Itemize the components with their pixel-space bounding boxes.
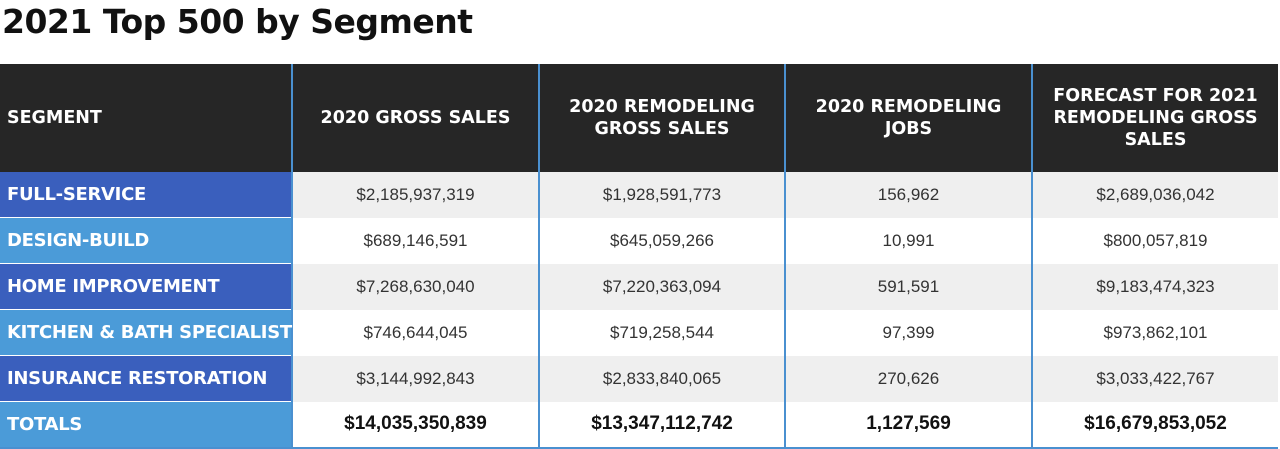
forecast-cell: $9,183,474,323 <box>1031 263 1278 310</box>
header-row: SEGMENT 2020 GROSS SALES 2020 REMODELING… <box>0 64 1278 172</box>
segment-label: INSURANCE RESTORATION <box>0 355 292 402</box>
header-segment: SEGMENT <box>0 64 292 172</box>
table-row: INSURANCE RESTORATION $3,144,992,843 $2,… <box>0 355 1278 402</box>
gross-sales-cell: $2,185,937,319 <box>291 172 539 218</box>
table-row: KITCHEN & BATH SPECIALIST $746,644,045 $… <box>0 309 1278 356</box>
remodeling-jobs-cell: 10,991 <box>784 217 1032 264</box>
segment-label: HOME IMPROVEMENT <box>0 263 292 310</box>
header-2020-remodeling-gross-sales: 2020 REMODELING GROSS SALES <box>538 64 785 172</box>
table-header: SEGMENT 2020 GROSS SALES 2020 REMODELING… <box>0 64 1278 172</box>
remodeling-gross-sales-cell: $2,833,840,065 <box>538 355 785 402</box>
remodeling-jobs-cell: 97,399 <box>784 309 1032 356</box>
total-gross-sales: $14,035,350,839 <box>291 401 539 448</box>
header-forecast-2021: FORECAST FOR 2021 REMODELING GROSS SALES <box>1031 64 1278 172</box>
forecast-cell: $3,033,422,767 <box>1031 355 1278 402</box>
table-row: FULL-SERVICE $2,185,937,319 $1,928,591,7… <box>0 172 1278 218</box>
total-remodeling-jobs: 1,127,569 <box>784 401 1032 448</box>
header-2020-remodeling-jobs: 2020 REMODELING JOBS <box>784 64 1032 172</box>
forecast-cell: $2,689,036,042 <box>1031 172 1278 218</box>
segment-label: KITCHEN & BATH SPECIALIST <box>0 309 292 356</box>
remodeling-gross-sales-cell: $645,059,266 <box>538 217 785 264</box>
remodeling-jobs-cell: 270,626 <box>784 355 1032 402</box>
gross-sales-cell: $689,146,591 <box>291 217 539 264</box>
totals-label: TOTALS <box>0 401 292 448</box>
page-title: 2021 Top 500 by Segment <box>2 2 473 41</box>
total-forecast-2021: $16,679,853,052 <box>1031 401 1278 448</box>
remodeling-jobs-cell: 156,962 <box>784 172 1032 218</box>
forecast-cell: $973,862,101 <box>1031 309 1278 356</box>
remodeling-gross-sales-cell: $719,258,544 <box>538 309 785 356</box>
gross-sales-cell: $3,144,992,843 <box>291 355 539 402</box>
segment-label: FULL-SERVICE <box>0 172 292 218</box>
table-body: FULL-SERVICE $2,185,937,319 $1,928,591,7… <box>0 172 1278 448</box>
segment-label: DESIGN-BUILD <box>0 217 292 264</box>
segment-table: SEGMENT 2020 GROSS SALES 2020 REMODELING… <box>0 64 1278 449</box>
table-row: HOME IMPROVEMENT $7,268,630,040 $7,220,3… <box>0 263 1278 310</box>
remodeling-gross-sales-cell: $7,220,363,094 <box>538 263 785 310</box>
gross-sales-cell: $7,268,630,040 <box>291 263 539 310</box>
totals-row: TOTALS $14,035,350,839 $13,347,112,742 1… <box>0 401 1278 448</box>
forecast-cell: $800,057,819 <box>1031 217 1278 264</box>
remodeling-jobs-cell: 591,591 <box>784 263 1032 310</box>
header-2020-gross-sales: 2020 GROSS SALES <box>291 64 539 172</box>
gross-sales-cell: $746,644,045 <box>291 309 539 356</box>
total-remodeling-gross-sales: $13,347,112,742 <box>538 401 785 448</box>
table-row: DESIGN-BUILD $689,146,591 $645,059,266 1… <box>0 217 1278 264</box>
remodeling-gross-sales-cell: $1,928,591,773 <box>538 172 785 218</box>
